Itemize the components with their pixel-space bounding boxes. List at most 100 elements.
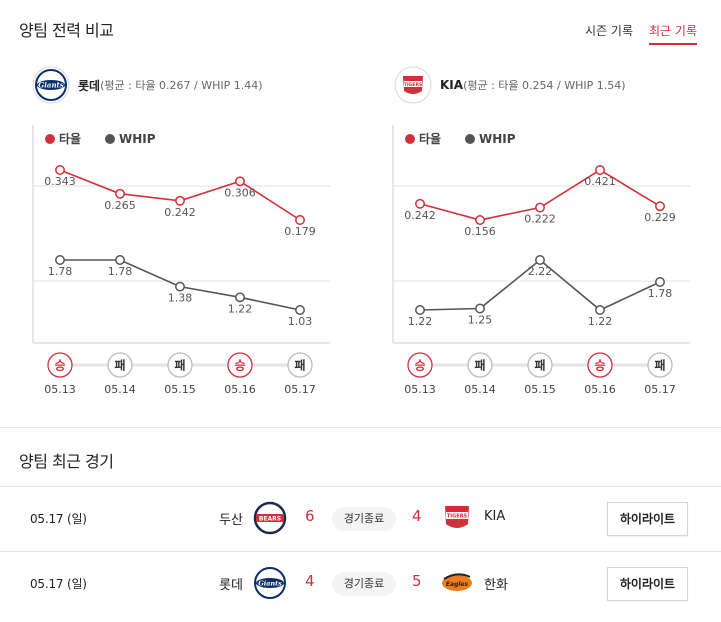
- result-badge: [167, 352, 193, 378]
- x-tick-label: 05.17: [284, 383, 316, 396]
- data-point: [475, 215, 485, 225]
- home-score: 4: [305, 572, 315, 590]
- tigers-logo: TIGERS: [394, 66, 432, 104]
- highlight-button[interactable]: 하이라이트: [607, 567, 688, 601]
- result-label: 패: [474, 359, 485, 373]
- bears-logo: BEARS: [253, 501, 287, 535]
- result-label: 패: [294, 359, 305, 373]
- data-label: 1.38: [168, 292, 193, 305]
- team-name-lotte: 롯데: [78, 78, 101, 93]
- data-point: [295, 305, 305, 315]
- data-label: 0.242: [164, 206, 196, 219]
- legend-label: 타율: [59, 131, 81, 146]
- data-label: 0.306: [224, 186, 256, 199]
- game-row: 05.17 (일) 롯데 Giants 4 경기종료 5 Eagles 한화 하…: [0, 551, 721, 615]
- record-tabs: 시즌 기록 최근 기록: [585, 22, 697, 45]
- legend-marker: [45, 134, 55, 144]
- game-row: 05.17 (일) 두산 BEARS 6 경기종료 4 TIGERS KIA 하…: [0, 486, 721, 550]
- away-team-name: 한화: [484, 578, 508, 593]
- data-point: [295, 215, 305, 225]
- data-label: 0.222: [524, 213, 556, 226]
- data-label: 2.22: [528, 265, 553, 278]
- x-tick-label: 05.13: [44, 383, 76, 396]
- away-score: 4: [412, 507, 422, 525]
- legend-label: 타율: [419, 131, 441, 146]
- result-label: 패: [114, 359, 125, 373]
- data-point: [115, 188, 125, 199]
- x-tick-label: 05.16: [224, 383, 256, 396]
- tigers-logo-text: TIGERS: [447, 514, 468, 520]
- legend-marker: [405, 134, 415, 144]
- legend-marker: [465, 134, 475, 144]
- result-badge: [287, 352, 313, 378]
- x-tick-label: 05.13: [404, 383, 436, 396]
- data-label: 0.242: [404, 209, 436, 222]
- team-name-kia: KIA: [440, 78, 464, 92]
- data-point: [235, 292, 245, 303]
- recent-section-title: 양팀 최근 경기: [19, 452, 114, 471]
- result-badge: [467, 352, 493, 378]
- legend-label: WHIP: [479, 132, 516, 146]
- result-label: 패: [654, 359, 665, 373]
- result-badge: [107, 352, 133, 378]
- x-tick-label: 05.15: [164, 383, 196, 396]
- eagles-logo: Eagles: [442, 573, 472, 591]
- data-label: 1.78: [48, 265, 73, 278]
- data-label: 1.22: [408, 315, 433, 328]
- game-status-badge: 경기종료: [332, 572, 396, 596]
- chart-legend: 타율 WHIP: [45, 131, 156, 146]
- section-divider: [0, 427, 721, 428]
- team-avg-kia: (평균 : 타율 0.254 / WHIP 1.54): [463, 79, 626, 92]
- result-label: 승: [414, 359, 425, 373]
- data-point: [655, 277, 665, 287]
- result-badge: [527, 352, 553, 378]
- data-label: 0.229: [644, 211, 676, 224]
- result-badge: [47, 352, 73, 378]
- tab-recent-record[interactable]: 최근 기록: [649, 22, 697, 45]
- game-status-badge: 경기종료: [332, 507, 396, 531]
- bears-logo-text: BEARS: [259, 516, 281, 523]
- game-date: 05.17 (일): [30, 512, 87, 526]
- data-label: 1.03: [288, 315, 313, 328]
- data-point: [535, 255, 545, 265]
- giants-logo: Giants: [254, 567, 286, 599]
- tab-season-record[interactable]: 시즌 기록: [585, 24, 634, 38]
- away-score: 5: [412, 572, 422, 590]
- data-point: [595, 305, 605, 315]
- team-header-lotte: Giants 롯데 (평균 : 타율 0.267 / WHIP 1.44): [32, 66, 263, 104]
- home-score: 6: [305, 507, 315, 525]
- data-point: [235, 176, 245, 187]
- x-tick-label: 05.15: [524, 383, 556, 396]
- giants-logo-text: Giants: [38, 81, 63, 90]
- chart-legend: 타율 WHIP: [405, 131, 516, 146]
- home-team-name: 롯데: [219, 578, 243, 593]
- data-label: 1.22: [228, 302, 253, 315]
- data-point: [415, 305, 425, 315]
- team-avg-lotte: (평균 : 타율 0.267 / WHIP 1.44): [100, 79, 263, 92]
- data-point: [595, 165, 605, 175]
- result-label: 패: [174, 359, 185, 373]
- legend-label: WHIP: [119, 132, 156, 146]
- data-point: [175, 195, 185, 206]
- data-point: [535, 202, 545, 213]
- compare-section-title: 양팀 전력 비교: [19, 21, 114, 40]
- highlight-button[interactable]: 하이라이트: [607, 502, 688, 536]
- giants-logo: Giants: [32, 66, 70, 104]
- data-label: 1.78: [648, 287, 673, 300]
- result-label: 승: [234, 359, 245, 373]
- data-label: 0.179: [284, 225, 316, 238]
- data-label: 0.156: [464, 225, 496, 238]
- data-label: 1.22: [588, 315, 613, 328]
- data-label: 0.421: [584, 175, 616, 188]
- away-team-name: KIA: [484, 509, 506, 524]
- tigers-logo-text: TIGERS: [404, 82, 423, 88]
- data-point: [175, 281, 185, 292]
- x-tick-label: 05.17: [644, 383, 676, 396]
- game-date: 05.17 (일): [30, 577, 87, 591]
- result-badge: [587, 352, 613, 378]
- chart-lotte: 타율 WHIP 0.343 0.265 0.242 0.306 0.179 1.78 1.78 1…: [32, 125, 330, 396]
- data-point: [55, 255, 65, 265]
- legend-marker: [105, 134, 115, 144]
- data-label: 0.343: [44, 175, 76, 188]
- result-label: 패: [534, 359, 545, 373]
